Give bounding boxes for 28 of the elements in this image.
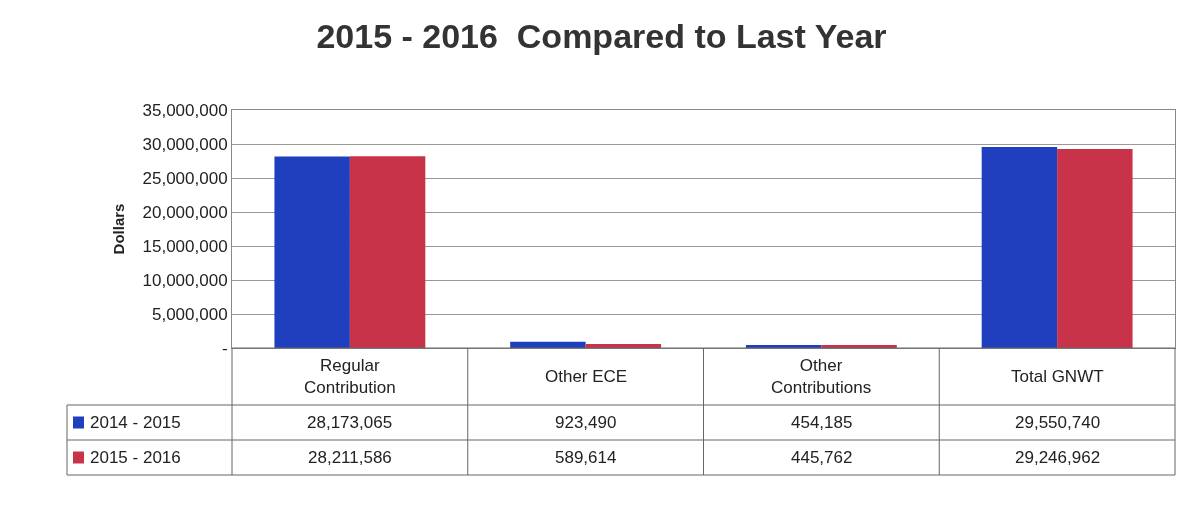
y-tick-label: 35,000,000 xyxy=(142,100,228,120)
legend-label: 2015 - 2016 xyxy=(90,448,181,467)
data-label: 589,614 xyxy=(555,448,617,467)
bar xyxy=(274,156,350,348)
data-label: 29,246,962 xyxy=(1015,448,1101,467)
y-tick-label: 25,000,000 xyxy=(142,168,228,188)
bar xyxy=(1057,149,1133,348)
data-label: 923,490 xyxy=(555,413,617,432)
data-label: 29,550,740 xyxy=(1015,413,1101,432)
y-tick-label: 30,000,000 xyxy=(142,134,228,154)
data-label: 445,762 xyxy=(791,448,853,467)
legend-label: 2014 - 2015 xyxy=(90,413,181,432)
data-label: 454,185 xyxy=(791,413,853,432)
y-tick-label: 20,000,000 xyxy=(142,202,228,222)
x-tick-label: Other ECE xyxy=(545,367,628,386)
x-tick-label: Regular Contribution xyxy=(304,356,396,398)
data-label: 28,211,586 xyxy=(308,448,392,467)
chart-title: 2015 - 2016 Compared to Last Year xyxy=(316,16,887,55)
y-tick-label: 10,000,000 xyxy=(142,270,228,290)
bar xyxy=(981,147,1058,348)
y-axis-title: Dollars xyxy=(109,203,127,255)
data-label: 28,173,065 xyxy=(307,413,393,432)
y-tick-label: - xyxy=(221,338,228,358)
x-tick-label: Total GNWT xyxy=(1011,367,1104,386)
y-tick-label: 15,000,000 xyxy=(142,236,228,256)
y-tick-label: 5,000,000 xyxy=(151,304,228,324)
x-tick-label: Other Contributions xyxy=(771,356,872,398)
bar xyxy=(349,156,426,348)
